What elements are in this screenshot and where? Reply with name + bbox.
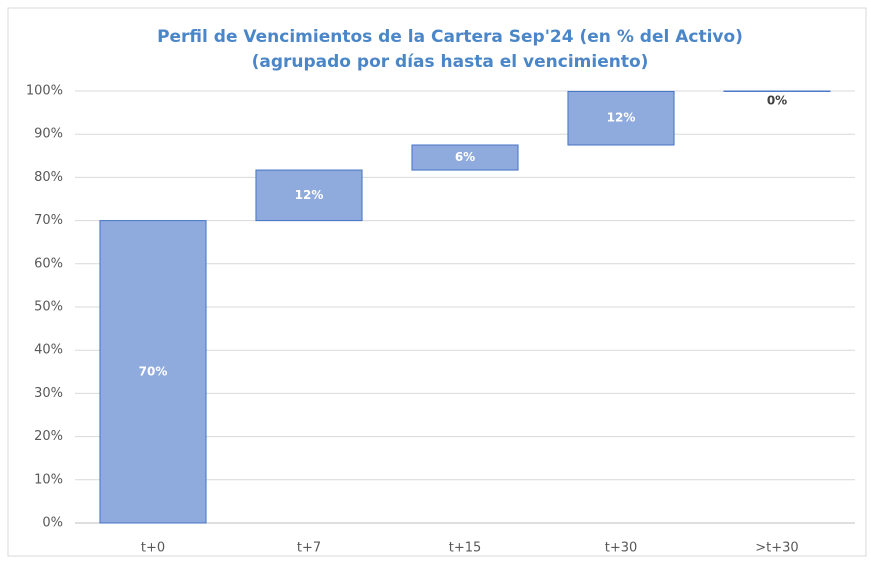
y-tick-label: 100% bbox=[26, 84, 63, 99]
bar bbox=[567, 90, 675, 146]
y-tick-label: 40% bbox=[34, 343, 63, 358]
y-tick-label: 60% bbox=[34, 256, 63, 271]
y-tick-label: 90% bbox=[34, 127, 63, 142]
x-tick-label: >t+30 bbox=[755, 541, 798, 556]
y-tick-label: 80% bbox=[34, 170, 63, 185]
data-label: 12% bbox=[607, 111, 636, 125]
y-tick-label: 20% bbox=[34, 429, 63, 444]
data-label: 70% bbox=[139, 364, 168, 378]
y-tick-label: 10% bbox=[34, 472, 63, 487]
data-label: 6% bbox=[455, 150, 475, 164]
y-tick-label: 70% bbox=[34, 213, 63, 228]
bar bbox=[411, 144, 519, 171]
bar bbox=[255, 169, 363, 222]
x-tick-label: t+15 bbox=[449, 541, 482, 556]
x-tick-label: t+30 bbox=[605, 541, 638, 556]
bar bbox=[99, 220, 207, 524]
chart-title: Perfil de Vencimientos de la Cartera Sep… bbox=[157, 27, 743, 47]
y-tick-label: 30% bbox=[34, 386, 63, 401]
y-tick-label: 50% bbox=[34, 300, 63, 315]
chart-subtitle: (agrupado por días hasta el vencimiento) bbox=[252, 52, 649, 72]
x-tick-label: t+0 bbox=[141, 541, 165, 556]
x-tick-label: t+7 bbox=[297, 541, 321, 556]
data-label: 0% bbox=[767, 94, 787, 108]
data-label: 12% bbox=[295, 188, 324, 202]
y-tick-label: 0% bbox=[42, 516, 63, 531]
